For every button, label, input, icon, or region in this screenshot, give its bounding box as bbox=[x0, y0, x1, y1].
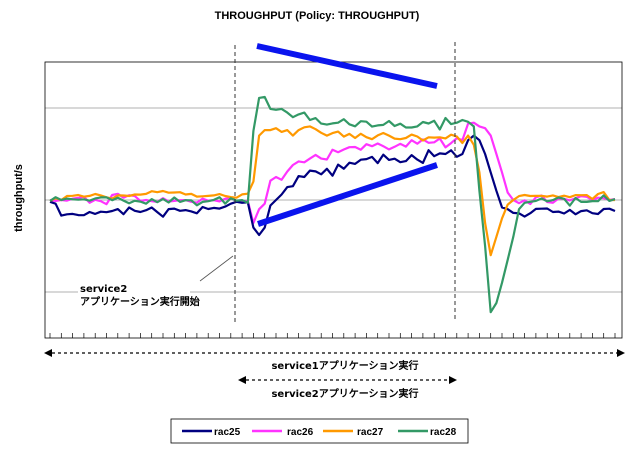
legend-item-rac27: rac27 bbox=[323, 427, 384, 438]
series-line-rac28 bbox=[49, 95, 616, 314]
annotation-leader-line bbox=[199, 255, 234, 282]
series-line-rac25 bbox=[49, 134, 616, 237]
x-axis-ticks bbox=[49, 333, 616, 338]
series-line-rac27 bbox=[49, 125, 615, 257]
series-line-rac26 bbox=[49, 121, 616, 225]
legend-label-rac26: rac26 bbox=[287, 427, 314, 438]
service1-span-label: service1アプリケーション実行 bbox=[271, 359, 418, 372]
legend-item-rac28: rac28 bbox=[398, 427, 457, 438]
legend: rac25 rac26 rac27 rac28 bbox=[170, 418, 469, 444]
legend-label-rac27: rac27 bbox=[357, 427, 384, 438]
service2-span-label: service2アプリケーション実行 bbox=[271, 387, 418, 400]
upper-trend-line bbox=[256, 43, 438, 89]
annotation-start-label: アプリケーション実行開始 bbox=[80, 295, 200, 308]
legend-label-rac28: rac28 bbox=[430, 427, 457, 438]
annotation-service2: service2 bbox=[80, 284, 127, 295]
chart-title: THROUGHPUT (Policy: THROUGHPUT) bbox=[215, 10, 420, 22]
legend-item-rac26: rac26 bbox=[252, 427, 314, 438]
y-axis-label: throughput/s bbox=[13, 164, 25, 232]
annotation-backdrop bbox=[78, 280, 190, 314]
lower-trend-line bbox=[257, 162, 438, 227]
legend-item-rac25: rac25 bbox=[182, 427, 241, 438]
series-lines bbox=[49, 95, 616, 314]
legend-label-rac25: rac25 bbox=[214, 427, 241, 438]
